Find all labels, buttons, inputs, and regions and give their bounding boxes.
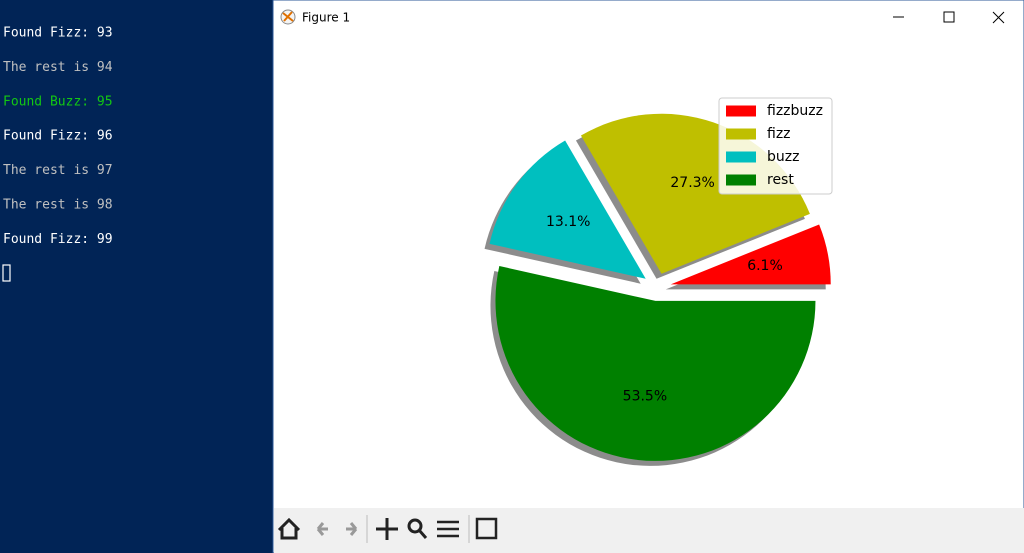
legend-label: fizz <box>767 126 791 142</box>
legend-swatch <box>726 151 756 163</box>
wedge <box>489 140 646 279</box>
maximize-button[interactable] <box>943 11 955 23</box>
close-button[interactable] <box>992 11 1005 24</box>
figure-window <box>272 0 1024 553</box>
save-button[interactable] <box>475 517 498 540</box>
pan-button[interactable] <box>376 518 398 540</box>
terminal: Found Fizz: 93 The rest is 94 Found Buzz: … <box>3 26 113 247</box>
app-icon-mark <box>282 11 294 22</box>
wedge-label: 13.1% <box>546 214 590 230</box>
legend-swatch <box>726 128 756 140</box>
terminal-line: Found Fizz: 99 <box>3 232 113 247</box>
wedge-label: 53.5% <box>623 388 667 404</box>
terminal-line: Found Fizz: 93 <box>3 26 113 41</box>
zoom-handle <box>417 529 428 539</box>
terminal-line: Found Buzz: 95 <box>3 94 113 109</box>
wedge-label: 6.1% <box>747 258 783 274</box>
back-button[interactable] <box>316 522 328 536</box>
legend-label: rest <box>767 172 794 188</box>
zoom-button[interactable] <box>407 518 423 534</box>
terminal-background <box>0 0 273 553</box>
home-button[interactable] <box>277 517 301 540</box>
forward-button[interactable] <box>346 522 358 536</box>
configure-button[interactable] <box>437 520 459 538</box>
wedge <box>670 224 831 285</box>
wedge-label: 27.3% <box>670 175 714 191</box>
legend-label: fizzbuzz <box>767 103 823 119</box>
terminal-line: The rest is 94 <box>3 60 113 75</box>
legend-box <box>718 97 833 195</box>
window-title: Figure 1 <box>302 11 350 25</box>
cursor <box>2 264 11 282</box>
toolbar-icons <box>277 515 498 543</box>
title-bar: Figure 1 <box>280 9 1005 25</box>
terminal-line: The rest is 98 <box>3 198 113 213</box>
legend-label: buzz <box>767 149 799 165</box>
terminal-line: Found Fizz: 96 <box>3 129 113 144</box>
terminal-line: The rest is 97 <box>3 163 113 178</box>
wedge <box>495 266 816 461</box>
legend-swatch <box>726 105 756 117</box>
legend-swatch <box>726 174 756 186</box>
toolbar <box>274 508 1024 553</box>
